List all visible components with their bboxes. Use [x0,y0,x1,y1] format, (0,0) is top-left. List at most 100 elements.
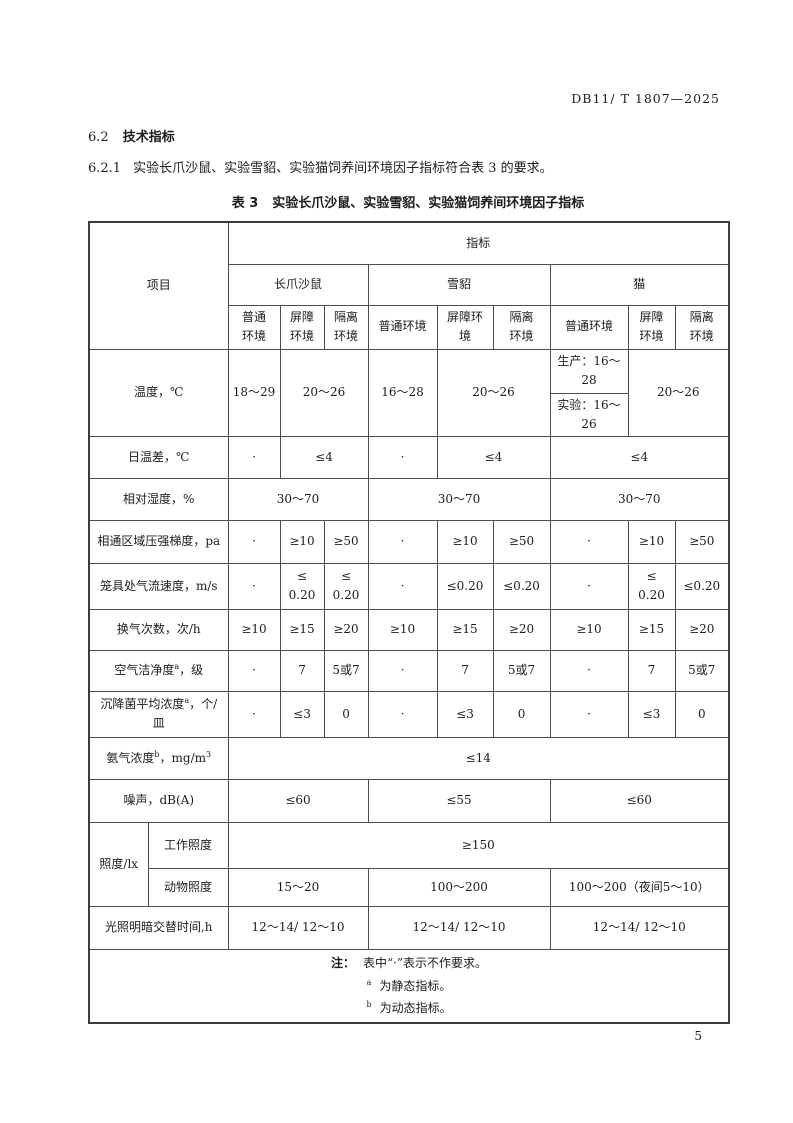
table-cell: 30～70 [367,477,551,521]
table-cell: · [367,649,438,692]
table-cell: 0 [323,690,369,738]
group-header-cat: 猫 [549,263,730,306]
table-cell: 0 [492,690,551,738]
clause-number: 6.2.1 [88,161,122,176]
row-label-temperature: 温度，℃ [88,348,229,437]
table-cell: ≤4 [436,435,551,479]
table-cell: ≥10 [627,519,676,564]
table-caption: 表 3 实验长爪沙鼠、实验雪貂、实验猫饲养间环境因子指标 [88,192,728,211]
row-label-relative-humidity: 相对湿度，% [88,477,229,521]
table-cell: 20～26 [627,348,730,437]
table-cell: ≥15 [436,608,494,651]
clause-text: 实验长爪沙鼠、实验雪貂、实验猫饲养间环境因子指标符合表 3 的要求。 [133,161,553,176]
table-caption-label: 表 3 [231,196,259,211]
table-cell: · [227,519,281,564]
table-cell: ≤60 [549,778,730,823]
table-cell: ≥10 [367,608,438,651]
table-cell: 30～70 [549,477,730,521]
table-note-line: 注： 表中“·”表示不作要求。 [330,955,488,970]
table-cell: · [227,649,281,692]
table-cell: 15～20 [227,867,369,907]
row-label-working-illuminance: 工作照度 [147,821,229,869]
row-label-air-changes: 换气次数，次/h [88,608,229,651]
table-cell: 20～26 [436,348,551,437]
table-cell: ≥20 [323,608,369,651]
table-cell: · [549,690,629,738]
table-cell: ≤4 [279,435,369,479]
table-cell: 5或7 [674,649,730,692]
section-number: 6.2 [88,130,109,145]
table-cell: 12～14/ 12～10 [227,905,369,950]
table-cell: ≤3 [627,690,676,738]
table-cell: ≥10 [279,519,325,564]
cat-experiment-temperature: 实验：16～ 26 [549,392,629,437]
table-cell: 30～70 [227,477,369,521]
table-cell: ≤0.20 [492,562,551,610]
table-cell: ≤55 [367,778,551,823]
env-header-gerbil-isolation: 隔离 环境 [323,304,369,350]
table-note-line: a 为静态指标。 [366,977,452,993]
row-label-air-cleanliness: 空气洁净度a，级 [88,649,229,692]
table-wrapper: 项目 指标 长爪沙鼠 雪貂猫普通 环境 屏障 环境 隔离 环境 普通环境 屏障环境隔离 环境 普通环境屏… [88,221,731,1025]
clause-paragraph: 6.2.1 实验长爪沙鼠、实验雪貂、实验猫饲养间环境因子指标符合表 3 的要求。 [88,157,728,176]
row-label-daily-temp-difference: 日温差，℃ [88,435,229,479]
table-cell: ≤0.20 [323,562,369,610]
env-header-ferret-barrier: 屏障环境 [436,304,494,350]
table-cell: ≥50 [323,519,369,564]
page-number: 5 [694,1029,702,1043]
table-cell: · [549,649,629,692]
row-label-pressure-gradient: 相通区域压强梯度，pa [88,519,229,564]
table-cell: · [227,435,281,479]
section-title: 技术指标 [122,130,175,145]
table-cell: 7 [436,649,494,692]
env-header-ferret-ordinary: 普通环境 [367,304,438,350]
table-cell: ≥50 [674,519,730,564]
table-cell: ≥10 [227,608,281,651]
table-cell: ≥50 [492,519,551,564]
table-cell: · [367,690,438,738]
table-cell: ≤14 [227,736,730,780]
env-table: 项目 指标 长爪沙鼠 雪貂猫普通 环境 屏障 环境 隔离 环境 普通环境 屏障环境隔离 环境 普通环境屏… [88,221,731,1025]
col-header-indicator: 指标 [227,221,730,265]
table-cell: 7 [279,649,325,692]
row-label-animal-illuminance: 动物照度 [147,867,229,907]
table-note-line: b 为动态指标。 [366,1000,452,1016]
table-cell: ≤3 [436,690,494,738]
table-cell: · [367,435,438,479]
document-number: DB11/ T 1807—2025 [571,91,720,106]
env-header-gerbil-barrier: 屏障 环境 [279,304,325,350]
table-cell: ≤0.20 [279,562,325,610]
table-caption-text: 实验长爪沙鼠、实验雪貂、实验猫饲养间环境因子指标 [272,196,585,211]
table-cell: · [367,562,438,610]
section-heading: 6.2 技术指标 [88,126,175,145]
row-label-noise: 噪声，dB(A) [88,778,229,823]
env-header-cat-isolation: 隔离 环境 [674,304,730,350]
row-label-airflow-velocity: 笼具处气流速度，m/s [88,562,229,610]
table-cell: ≤0.20 [627,562,676,610]
table-cell: ≤60 [227,778,369,823]
table-cell: 5或7 [323,649,369,692]
table-cell: ≥10 [549,608,629,651]
cat-production-temperature: 生产：16～ 28 [549,348,629,394]
table-cell: 0 [674,690,730,738]
table-cell: 7 [627,649,676,692]
table-cell: ≤4 [549,435,730,479]
table-cell: · [227,562,281,610]
table-cell: ≤0.20 [674,562,730,610]
table-cell: · [227,690,281,738]
table-cell: ≥15 [279,608,325,651]
group-header-ferret: 雪貂 [367,263,551,306]
table-cell: 16～28 [367,348,438,437]
row-label-ammonia: 氨气浓度b，mg/m3 [88,736,229,780]
row-label-illuminance: 照度/lx [88,821,149,907]
group-header-gerbil: 长爪沙鼠 [227,263,369,306]
row-label-settling-bacteria: 沉降菌平均浓度a，个/皿 [88,690,229,738]
row-label-light-dark-cycle: 光照明暗交替时间,h [88,905,229,950]
table-cell: ≤3 [279,690,325,738]
table-cell: · [367,519,438,564]
table-cell: 12～14/ 12～10 [549,905,730,950]
table-cell: 5或7 [492,649,551,692]
env-header-ferret-isolation: 隔离 环境 [492,304,551,350]
table-notes: 注： 表中“·”表示不作要求。 a 为静态指标。 b 为动态指标。 [88,948,730,1024]
